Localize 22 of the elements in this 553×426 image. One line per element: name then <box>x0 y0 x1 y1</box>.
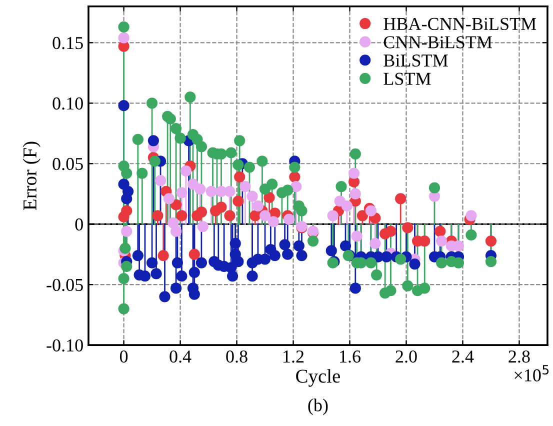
x-tick-label: 0.8 <box>226 350 248 363</box>
legend-label: BiLSTM <box>384 54 448 67</box>
y-axis-title: Error (F) <box>22 142 40 210</box>
x-axis-title: Cycle <box>296 369 340 387</box>
x-tick-label: 2.4 <box>452 350 474 363</box>
x-tick-label: 1.6 <box>340 350 360 363</box>
y-tick-label: 0.15 <box>52 36 83 50</box>
text: ×10$^{5}$ <box>514 365 549 382</box>
x-tick-label: 0 <box>120 350 128 363</box>
y-tick-label: -0.05 <box>46 278 83 292</box>
y-tick-label: 0.10 <box>52 97 83 110</box>
legend-label: HBA-CNN-BiLSTM <box>384 18 536 30</box>
legend-label: LSTM <box>384 72 431 85</box>
y-tick-label: 0 <box>75 218 83 231</box>
y-tick-label: -0.10 <box>46 339 83 352</box>
x-tick-label: 0.4 <box>170 350 192 363</box>
x-tick-label: 2.0 <box>396 350 417 363</box>
text: (b) <box>308 398 328 416</box>
y-tick-label: 0.05 <box>52 158 83 170</box>
x-tick-label: 1.2 <box>284 350 304 363</box>
legend-label: CNN-BiLSTM <box>384 36 492 48</box>
x-tick-label: 2.8 <box>508 350 530 363</box>
